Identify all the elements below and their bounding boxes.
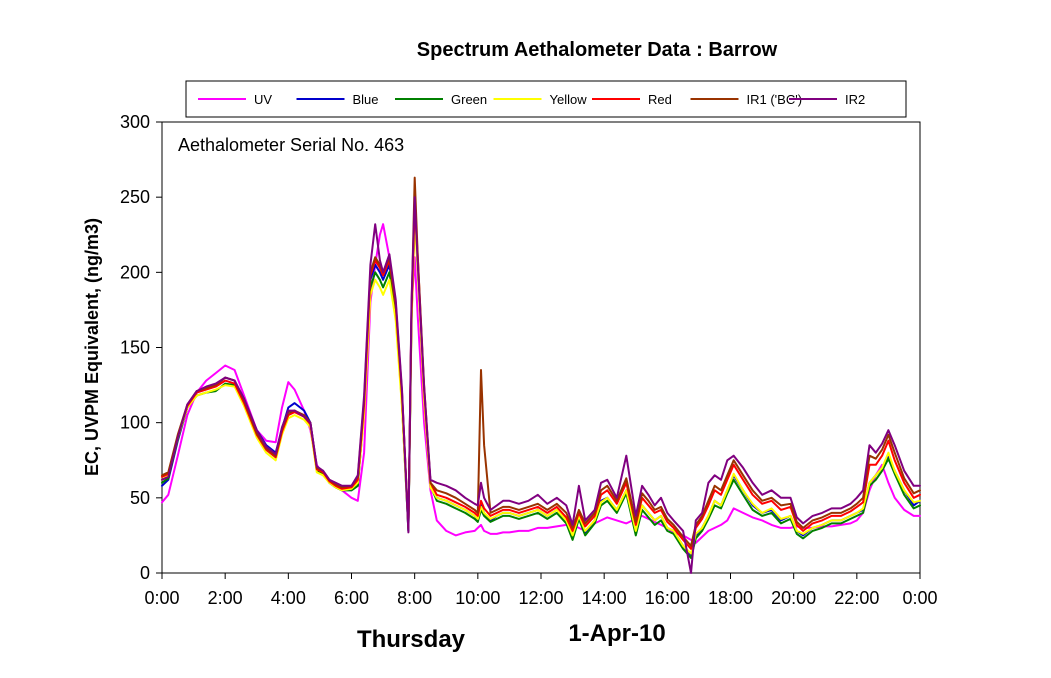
x-tick-label: 22:00 [834,588,879,608]
y-tick-label: 200 [120,262,150,282]
x-tick-label: 2:00 [208,588,243,608]
x-tick-label: 8:00 [397,588,432,608]
series-group [161,176,921,574]
legend-entry: Green [451,92,487,107]
x-tick-label: 12:00 [518,588,563,608]
day-label: Thursday [357,626,466,653]
x-tick-label: 16:00 [645,588,690,608]
x-tick-label: 6:00 [334,588,369,608]
legend: UV Blue Green Yellow Red IR1 ('BC') IR2 [185,80,907,118]
y-tick-label: 250 [120,187,150,207]
x-tick-label: 20:00 [771,588,816,608]
legend-entry: IR2 [845,92,865,107]
legend-entry: UV [254,92,272,107]
x-tick-label: 0:00 [144,588,179,608]
legend-items: UV Blue Green Yellow Red IR1 ('BC') IR2 [198,92,865,107]
x-tick-label: 18:00 [708,588,753,608]
legend-entry: Yellow [550,92,588,107]
plot-area [161,121,921,574]
x-tick-label: 4:00 [271,588,306,608]
x-tick-label: 14:00 [582,588,627,608]
y-axis: 0 50 100 150 200 250 300 [120,112,162,583]
legend-entry: Blue [353,92,379,107]
y-axis-label: EC, UVPM Equivalent, (ng/m3) [82,218,102,476]
y-tick-label: 100 [120,413,150,433]
y-tick-label: 150 [120,338,150,358]
series-line-ir2 [161,196,921,574]
date-label: 1-Apr-10 [568,620,665,647]
legend-entry: Red [648,92,672,107]
chart-title: Spectrum Aethalometer Data : Barrow [417,39,778,61]
y-tick-label: 0 [140,563,150,583]
y-tick-label: 300 [120,112,150,132]
serial-annotation: Aethalometer Serial No. 463 [178,135,404,155]
legend-entry: IR1 ('BC') [747,92,803,107]
x-axis: 0:00 2:00 4:00 6:00 8:00 10:00 12:00 14:00 16:00… [144,573,938,608]
x-tick-label: 10:00 [455,588,500,608]
x-tick-label: 0:00 [902,588,937,608]
y-tick-label: 50 [130,488,150,508]
